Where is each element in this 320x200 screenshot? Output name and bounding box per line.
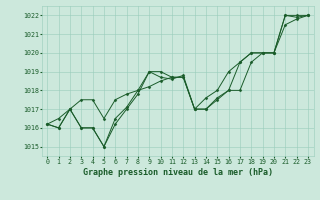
X-axis label: Graphe pression niveau de la mer (hPa): Graphe pression niveau de la mer (hPa): [83, 168, 273, 177]
